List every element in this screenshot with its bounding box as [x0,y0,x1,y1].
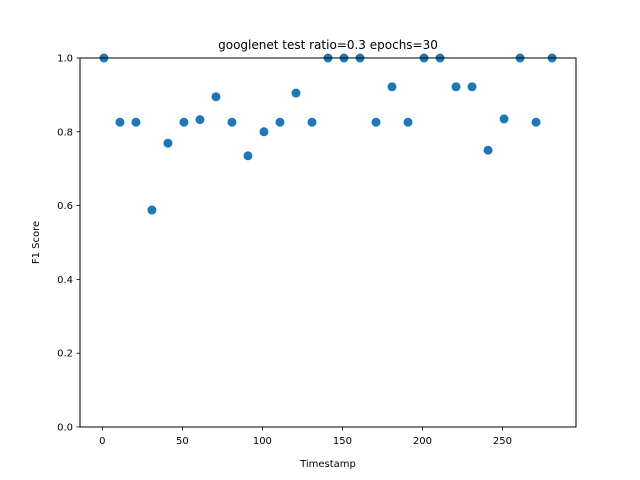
data-point [211,92,221,102]
data-point [179,117,189,127]
y-axis-ticks: 0.0 0.2 0.4 0.6 0.8 1.0 [57,54,80,434]
y-tick-label: 0.0 [57,423,73,434]
data-point [147,205,157,215]
data-point [499,114,509,124]
data-point [467,82,477,92]
x-tick-label: 250 [493,436,512,447]
x-tick-label: 50 [176,436,189,447]
data-point [483,145,493,155]
data-point [387,82,397,92]
y-tick-label: 0.6 [57,201,73,212]
x-tick-label: 0 [99,436,105,447]
y-tick-label: 0.2 [57,349,73,360]
data-point [195,115,205,125]
data-point [259,127,269,137]
x-axis-label: Timestamp [299,459,356,470]
data-point [371,117,381,127]
data-point [403,117,413,127]
data-point [115,117,125,127]
x-axis-ticks: 0 50 100 150 200 250 [99,427,512,447]
data-point [275,117,285,127]
data-point [451,82,461,92]
data-point [307,117,317,127]
data-point [243,151,253,161]
data-point [131,117,141,127]
data-point [227,117,237,127]
x-tick-label: 200 [413,436,432,447]
plot-frame [79,57,577,428]
x-tick-label: 150 [333,436,352,447]
data-point [291,88,301,98]
chart-title: googlenet test ratio=0.3 epochs=30 [218,38,438,52]
y-tick-label: 1.0 [57,54,73,65]
x-tick-label: 100 [253,436,272,447]
y-tick-label: 0.8 [57,127,73,138]
data-point [531,117,541,127]
data-point [163,138,173,148]
y-tick-label: 0.4 [57,275,73,286]
y-axis-label: F1 Score [31,221,42,264]
